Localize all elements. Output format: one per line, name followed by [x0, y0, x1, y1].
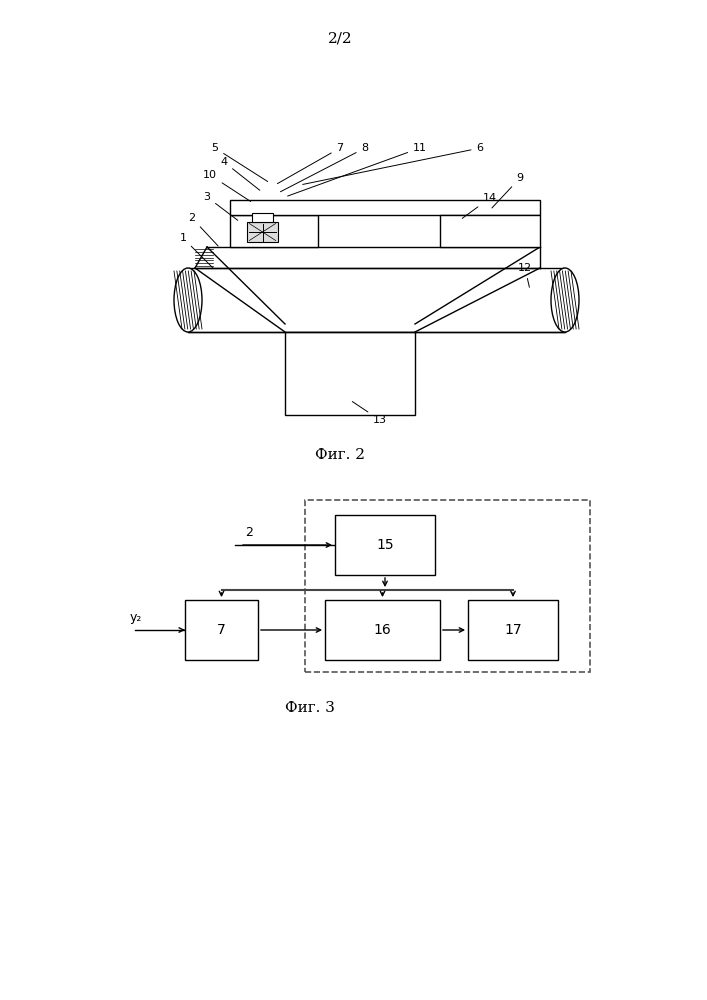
Bar — [230, 215, 318, 247]
Text: 7: 7 — [277, 143, 344, 184]
Text: 16: 16 — [373, 623, 392, 637]
Bar — [188, 268, 565, 332]
Text: Фиг. 2: Фиг. 2 — [315, 448, 365, 462]
Text: 4: 4 — [221, 157, 260, 190]
Text: Фиг. 3: Фиг. 3 — [285, 701, 335, 715]
Bar — [335, 515, 435, 575]
Bar — [252, 213, 273, 222]
Text: 2: 2 — [245, 526, 253, 540]
Text: 12: 12 — [518, 263, 532, 287]
Text: 2/2: 2/2 — [327, 31, 352, 45]
Bar — [468, 600, 558, 660]
Bar — [230, 200, 540, 215]
Text: y₂: y₂ — [130, 611, 142, 624]
Ellipse shape — [551, 268, 579, 332]
Text: 6: 6 — [303, 143, 484, 184]
Text: 11: 11 — [288, 143, 427, 196]
Text: 14: 14 — [462, 193, 497, 218]
Text: 1: 1 — [180, 233, 213, 268]
Text: 7: 7 — [217, 623, 226, 637]
Text: 15: 15 — [376, 538, 394, 552]
Text: 17: 17 — [504, 623, 522, 637]
Text: 3: 3 — [204, 192, 238, 220]
Text: 8: 8 — [281, 143, 368, 192]
Text: 2: 2 — [189, 213, 218, 246]
Text: 10: 10 — [203, 170, 251, 201]
Text: 13: 13 — [352, 402, 387, 425]
Text: 5: 5 — [211, 143, 268, 182]
Bar — [247, 222, 278, 242]
Bar — [185, 600, 258, 660]
Bar — [285, 332, 415, 415]
Ellipse shape — [174, 268, 202, 332]
Bar — [440, 215, 540, 247]
Bar — [305, 500, 590, 672]
Text: 9: 9 — [492, 173, 524, 208]
Bar — [325, 600, 440, 660]
